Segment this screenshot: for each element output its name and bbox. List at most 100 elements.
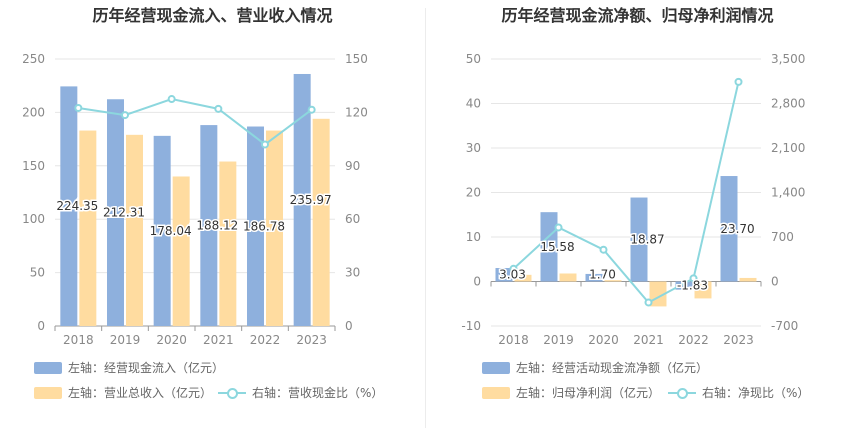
ratio-line-point xyxy=(167,95,176,104)
legend-swatch xyxy=(482,386,510,399)
bar-data-label: -1.83 xyxy=(677,279,708,293)
right-axis-tick-label: 2,800 xyxy=(771,97,805,111)
ratio-line-point xyxy=(599,245,608,254)
bar-series2 xyxy=(514,274,532,282)
right-axis-tick-label: 2,100 xyxy=(771,141,805,155)
legend-label: 左轴：经营活动现金流净额（亿元） xyxy=(516,361,709,375)
legend-item-net-ratio[interactable]: 右轴：净现比（%） xyxy=(668,384,809,401)
left-axis-tick-label: 200 xyxy=(22,105,45,119)
ratio-line-point xyxy=(261,140,269,149)
right-axis-tick-label: -700 xyxy=(771,319,798,333)
bar-series1 xyxy=(585,273,603,282)
ratio-line-point xyxy=(734,77,743,86)
x-axis-tick-label: 2020 xyxy=(156,333,187,347)
x-axis-tick-label: 2022 xyxy=(250,333,281,347)
x-axis-tick-label: 2023 xyxy=(723,333,754,347)
bar-data-label: 212.31 xyxy=(103,206,145,220)
bar-series1 xyxy=(247,126,264,327)
right-axis-tick-label: 700 xyxy=(771,230,794,244)
legend-swatch xyxy=(482,361,510,374)
x-axis-tick-label: 2023 xyxy=(296,333,327,347)
legend-item-net-cash[interactable]: 左轴：经营活动现金流净额（亿元） xyxy=(482,359,708,376)
legend-swatch xyxy=(34,361,62,374)
bar-series1 xyxy=(200,125,218,327)
right-axis-tick-label: 30 xyxy=(345,266,360,280)
bar-data-label: 18.87 xyxy=(630,233,664,247)
bar-series1 xyxy=(293,73,311,326)
bar-series2 xyxy=(79,130,97,326)
x-axis-tick-label: 2018 xyxy=(63,333,94,347)
ratio-line xyxy=(512,81,740,304)
ratio-line-point xyxy=(121,111,129,120)
bar-data-label: 188.12 xyxy=(196,219,238,233)
ratio-line-point xyxy=(689,274,698,283)
right-axis-tick-label: 0 xyxy=(345,319,353,333)
right-chart-panel: 历年经营现金流净额、归母净利润情况 -10 -700 0 0 10 700 20 1,400 3… xyxy=(425,0,850,437)
chart-title: 历年经营现金流入、营业收入情况 xyxy=(92,6,333,25)
right-axis-tick-label: 3,500 xyxy=(771,52,805,66)
legend-label: 左轴：归母净利润（亿元） xyxy=(516,386,661,400)
left-axis-tick-label: 10 xyxy=(466,230,481,244)
left-chart-svg: 0 0 50 30 100 60 150 90 200 120 250 150 2018 2019 2020… xyxy=(22,52,368,347)
bar-series1 xyxy=(540,212,558,282)
x-axis-tick-label: 2021 xyxy=(633,333,664,347)
ratio-line-point xyxy=(214,104,223,113)
bar-data-label: 15.58 xyxy=(540,240,574,254)
legend-item-inflow[interactable]: 左轴：经营现金流入（亿元） xyxy=(34,359,224,376)
ratio-line-point xyxy=(644,298,653,307)
left-axis-tick-label: 0 xyxy=(473,275,481,289)
right-axis-tick-label: 1,400 xyxy=(771,186,805,200)
legend-label: 右轴：营收现金比（%） xyxy=(252,386,384,400)
ratio-line-point xyxy=(74,103,83,112)
chart-title: 历年经营现金流净额、归母净利润情况 xyxy=(501,6,774,25)
bar-series1 xyxy=(675,281,693,290)
bar-series2 xyxy=(739,277,757,282)
right-axis-tick-label: 90 xyxy=(345,159,360,173)
ratio-line-point xyxy=(307,105,316,114)
bar-data-label: 1.70 xyxy=(589,268,616,282)
bar-series2 xyxy=(126,134,143,326)
x-axis-tick-label: 2020 xyxy=(588,333,619,347)
bar-series1 xyxy=(495,268,513,282)
ratio-line-point xyxy=(554,223,563,232)
bar-series1 xyxy=(153,135,171,326)
x-axis-tick-label: 2021 xyxy=(203,333,234,347)
panel-divider xyxy=(425,8,426,428)
bar-series2 xyxy=(312,118,330,326)
bar-series1 xyxy=(60,86,78,327)
right-axis-tick-label: 60 xyxy=(345,212,360,226)
ratio-line-point xyxy=(509,264,518,273)
left-axis-tick-label: 40 xyxy=(466,97,481,111)
legend-label: 左轴：营业总收入（亿元） xyxy=(68,386,213,400)
legend-item-net-profit[interactable]: 左轴：归母净利润（亿元） xyxy=(482,384,660,401)
left-axis-tick-label: 0 xyxy=(37,319,45,333)
bar-data-label: 178.04 xyxy=(150,224,192,238)
right-chart-svg: -10 -700 0 0 10 700 20 1,400 30 2,100 40 2,800 50 3,5… xyxy=(461,52,805,347)
x-axis-tick-label: 2019 xyxy=(110,333,141,347)
left-axis-tick-label: 20 xyxy=(466,186,481,200)
bar-data-label: 23.70 xyxy=(720,222,754,236)
bar-data-label: 186.78 xyxy=(243,219,285,233)
bar-series1 xyxy=(107,99,124,326)
legend-item-revenue[interactable]: 左轴：营业总收入（亿元） xyxy=(34,384,212,401)
bar-data-label: 3.03 xyxy=(499,268,526,282)
left-axis-tick-label: 150 xyxy=(22,159,45,173)
right-axis-tick-label: 150 xyxy=(345,52,368,66)
right-axis-tick-label: 120 xyxy=(345,105,368,119)
bar-data-label: 235.97 xyxy=(290,193,332,207)
x-axis-tick-label: 2022 xyxy=(678,333,709,347)
x-axis-tick-label: 2018 xyxy=(498,333,529,347)
left-chart-panel: 历年经营现金流入、营业收入情况 0 0 50 30 100 60 150 90 200 120 25… xyxy=(22,6,383,401)
legend-swatch xyxy=(668,387,696,399)
bar-series2 xyxy=(266,130,283,326)
bar-series2 xyxy=(604,280,622,282)
left-axis-tick-label: 100 xyxy=(22,212,45,226)
bar-series2 xyxy=(559,273,577,282)
left-axis-tick-label: -10 xyxy=(461,319,481,333)
bar-data-label: 224.35 xyxy=(56,199,98,213)
left-axis-tick-label: 50 xyxy=(30,266,45,280)
left-axis-tick-label: 30 xyxy=(466,141,481,155)
legend-item-ratio[interactable]: 右轴：营收现金比（%） xyxy=(218,384,383,401)
bar-series1 xyxy=(630,197,648,282)
left-axis-tick-label: 50 xyxy=(466,52,481,66)
